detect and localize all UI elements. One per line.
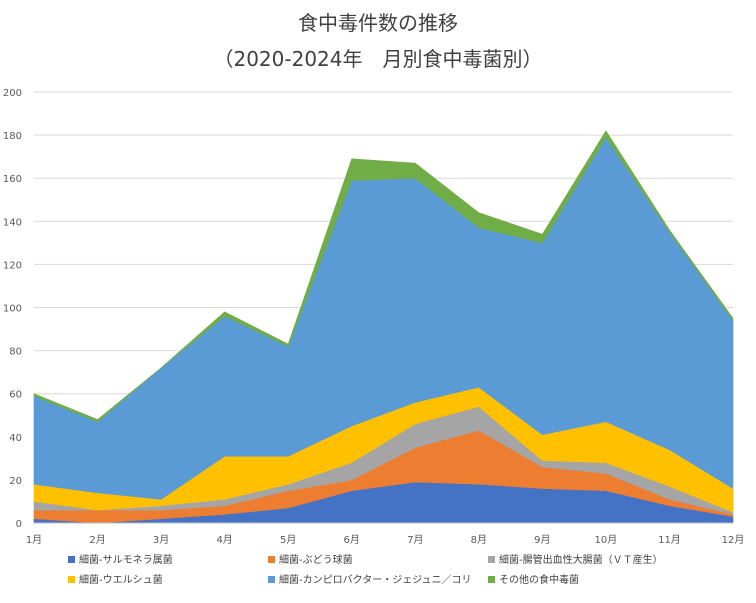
legend-swatch — [488, 556, 495, 563]
axes: 0 20 40 60 80 100 120 140 160 180 200 1月 2月 3月 4月 5月 6月 7… — [3, 88, 744, 546]
legend-swatch — [68, 556, 75, 563]
x-tick-label: 12月 — [722, 534, 745, 546]
y-tick-label: 140 — [3, 217, 22, 228]
legend-label: 細菌-ぶどう球菌 — [279, 553, 353, 566]
x-tick-label: 9月 — [534, 534, 550, 546]
x-tick-label: 4月 — [216, 534, 232, 546]
chart-title: 食中毒件数の推移 — [298, 11, 458, 35]
x-tick-label: 2月 — [89, 534, 105, 546]
x-tick-label: 3月 — [153, 534, 169, 546]
x-tick-label: 1月 — [26, 534, 42, 546]
x-tick-label: 7月 — [407, 534, 423, 546]
y-tick-label: 0 — [16, 519, 22, 530]
legend-swatch — [68, 576, 75, 583]
x-tick-label: 5月 — [280, 534, 296, 546]
legend-label: 細菌-カンピロバクター・ジェジュニ／コリ — [279, 573, 472, 586]
legend-label: 細菌-ウエルシュ菌 — [79, 573, 163, 586]
y-tick-label: 200 — [3, 88, 22, 99]
x-tick-label: 10月 — [595, 534, 618, 546]
x-tick-label: 6月 — [344, 534, 360, 546]
x-tick-label: 8月 — [471, 534, 487, 546]
y-tick-label: 120 — [3, 260, 22, 271]
legend-swatch — [268, 576, 275, 583]
x-tick-label: 11月 — [658, 534, 681, 546]
legend-swatch — [268, 556, 275, 563]
legend-label: 細菌-腸管出血性大腸菌（ＶＴ産生） — [499, 553, 663, 566]
legend-swatch — [488, 576, 495, 583]
chart-subtitle: （2020-2024年 月別食中毒菌別） — [213, 47, 542, 71]
y-tick-label: 160 — [3, 174, 22, 185]
y-tick-label: 80 — [9, 347, 22, 358]
y-tick-label: 60 — [9, 390, 22, 401]
y-tick-label: 180 — [3, 131, 22, 142]
y-tick-label: 100 — [3, 304, 22, 315]
legend-label: その他の食中毒菌 — [499, 573, 579, 586]
legend: 細菌-サルモネラ属菌 細菌-ぶどう球菌 細菌-腸管出血性大腸菌（ＶＴ産生） 細菌-ウエ… — [68, 553, 663, 586]
area-series-6 — [33, 130, 734, 423]
plot-areas — [33, 130, 734, 524]
y-tick-label: 40 — [9, 433, 22, 444]
y-tick-label: 20 — [9, 476, 22, 487]
legend-label: 細菌-サルモネラ属菌 — [79, 553, 173, 566]
